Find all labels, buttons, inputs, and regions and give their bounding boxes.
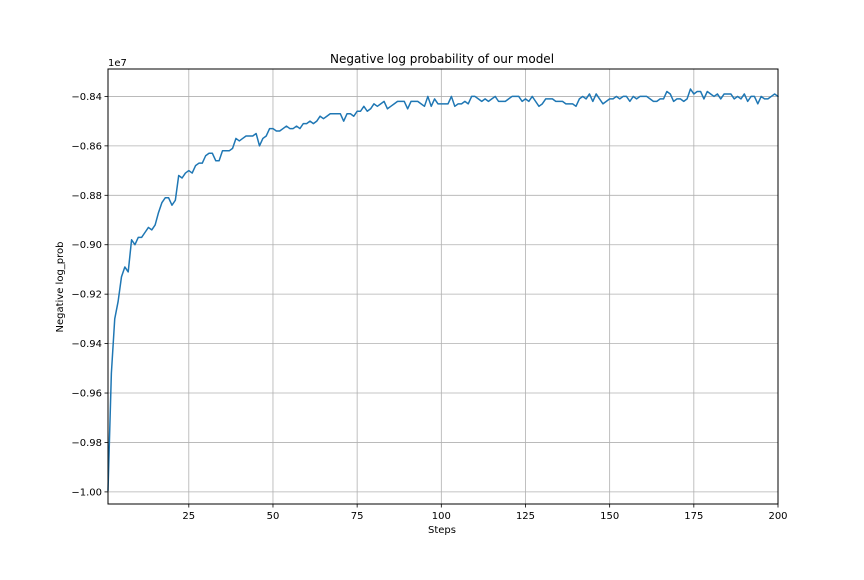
y-tick-label: −0.88 (71, 191, 102, 202)
grid-lines (108, 69, 779, 504)
y-tick-label: −0.86 (71, 141, 102, 152)
x-tick-label: 100 (432, 511, 451, 522)
x-tick-label: 75 (351, 511, 364, 522)
y-axis: −1.00 −0.98 −0.96 −0.94 −0.92 −0.90 −0.88 −0.86… (71, 92, 108, 498)
x-tick-label: 50 (267, 511, 280, 522)
y-axis-offset-label: 1e7 (108, 58, 127, 69)
plot-frame (107, 68, 779, 505)
series-line-0 (107, 88, 779, 492)
chart-title: Negative log probability of our model (330, 52, 554, 66)
y-tick-label: −0.92 (71, 290, 102, 301)
x-tick-label: 125 (516, 511, 535, 522)
x-axis-label: Steps (428, 525, 456, 536)
y-tick-label: −0.84 (71, 92, 102, 103)
x-tick-label: 200 (768, 511, 787, 522)
y-tick-label: −0.96 (71, 389, 102, 400)
x-tick-label: 150 (600, 511, 619, 522)
y-tick-label: −0.90 (71, 240, 102, 251)
x-tick-label: 175 (684, 511, 703, 522)
y-tick-label: −0.94 (71, 339, 102, 350)
x-axis: 25 50 75 100 125 150 175 200 (182, 504, 788, 522)
series-layer (107, 88, 779, 492)
y-tick-label: −0.98 (71, 438, 102, 449)
y-axis-label: Negative log_prob (55, 241, 66, 332)
x-tick-label: 25 (182, 511, 195, 522)
y-tick-label: −1.00 (71, 487, 102, 498)
